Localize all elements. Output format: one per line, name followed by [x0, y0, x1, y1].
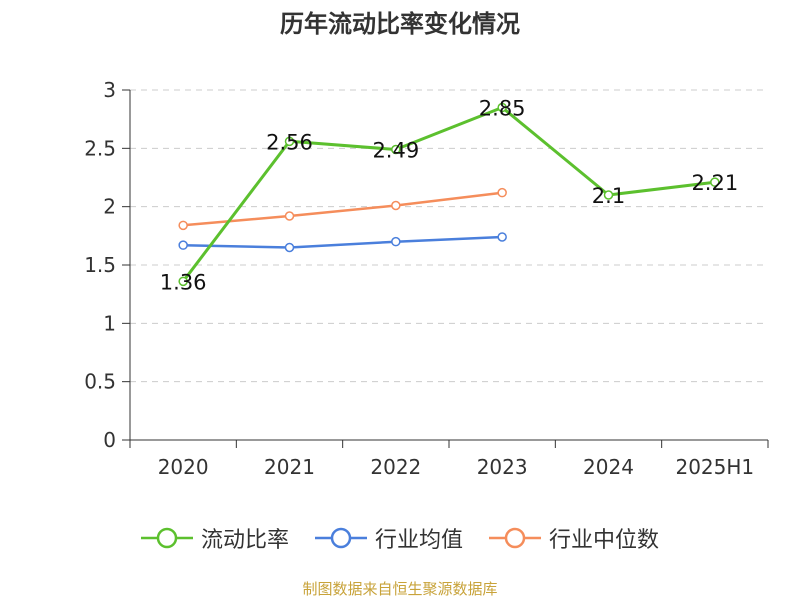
data-label: 1.36	[160, 270, 207, 294]
data-label: 2.1	[592, 184, 625, 208]
legend-item-industry-mean[interactable]: 行业均值	[314, 522, 463, 554]
data-point[interactable]	[178, 276, 188, 287]
y-tick-label: 0	[103, 428, 116, 452]
data-point[interactable]	[391, 200, 401, 211]
x-tick-label: 2024	[583, 455, 634, 479]
data-label: 2.21	[691, 171, 738, 195]
data-label: 2.49	[372, 139, 419, 163]
series-line	[183, 235, 503, 249]
data-point[interactable]	[178, 240, 188, 250]
data-label: 2.56	[266, 130, 313, 154]
chart-title: 历年流动比率变化情况	[280, 10, 520, 38]
series-line	[182, 106, 715, 283]
source-note: 制图数据来自恒生聚源数据库	[302, 580, 498, 598]
legend-swatch-industry-mean	[314, 527, 367, 549]
data-point[interactable]	[178, 220, 188, 231]
x-tick-label: 2021	[264, 455, 315, 479]
data-point[interactable]	[710, 177, 720, 187]
data-point[interactable]	[284, 242, 295, 253]
x-tick-label: 2022	[370, 455, 421, 479]
data-point[interactable]	[284, 136, 295, 147]
legend: 流动比率 行业均值 行业中位数	[0, 522, 800, 554]
series-line	[183, 191, 503, 227]
legend-label-current-ratio: 流动比率	[200, 528, 289, 553]
legend-swatch-industry-median	[489, 527, 541, 549]
x-tick-label: 2023	[477, 455, 528, 479]
x-tick-label: 2025H1	[675, 455, 754, 479]
y-tick-label: 1	[103, 311, 116, 335]
data-label: 2.85	[479, 97, 526, 121]
legend-item-industry-median[interactable]: 行业中位数	[489, 522, 659, 554]
data-point[interactable]	[391, 144, 401, 155]
legend-label-industry-median: 行业中位数	[549, 528, 660, 553]
y-tick-label: 1.5	[84, 253, 116, 277]
legend-label-industry-mean: 行业均值	[374, 528, 463, 553]
y-tick-label: 2.5	[84, 136, 116, 160]
data-point[interactable]	[497, 187, 507, 198]
data-point[interactable]	[391, 236, 401, 247]
x-tick-label: 2020	[158, 455, 209, 479]
data-point[interactable]	[603, 190, 614, 200]
y-tick-label: 0.5	[84, 370, 116, 394]
y-tick-label: 3	[103, 78, 116, 102]
y-tick-label: 2	[103, 195, 116, 219]
legend-item-current-ratio[interactable]: 流动比率	[140, 522, 289, 554]
data-point[interactable]	[497, 102, 507, 113]
legend-swatch-current-ratio	[140, 527, 193, 549]
data-point[interactable]	[497, 232, 507, 242]
data-point[interactable]	[284, 211, 295, 221]
